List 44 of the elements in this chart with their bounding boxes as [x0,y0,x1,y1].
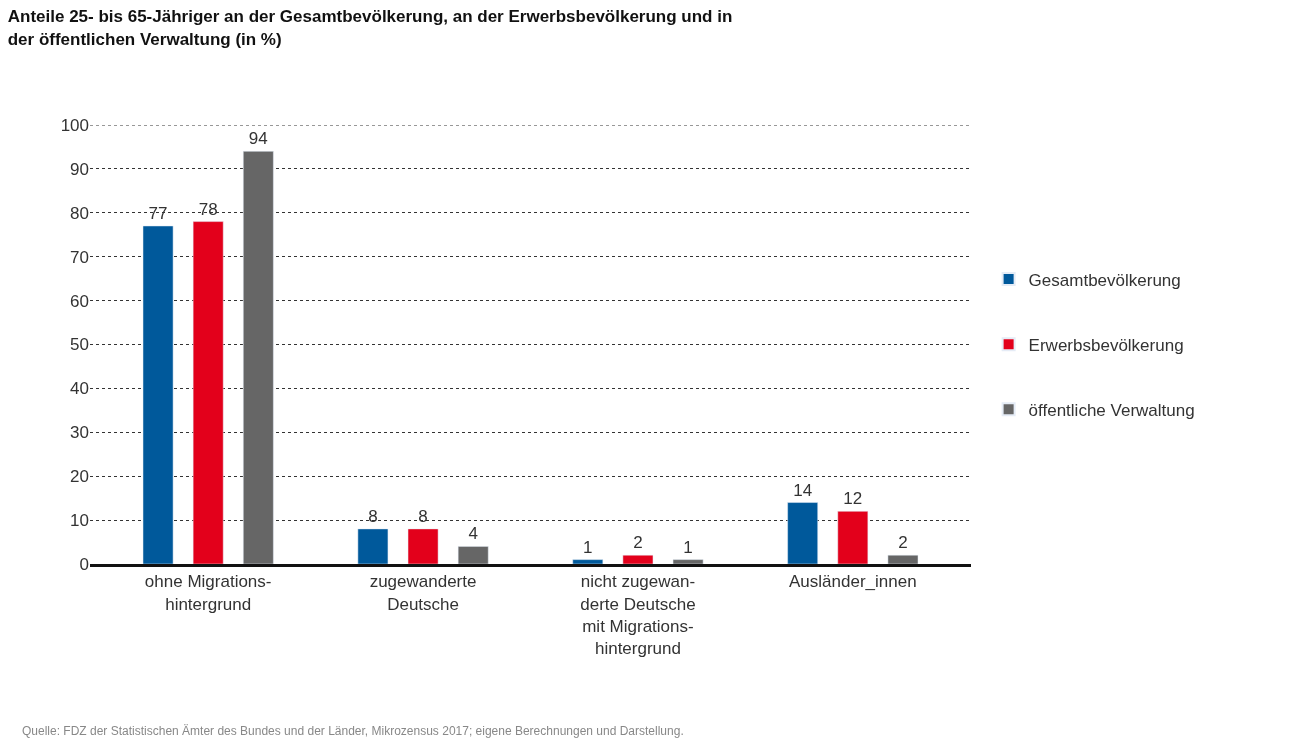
x-tick-label: zugewanderte Deutsche [369,572,477,614]
data-label: 2 [898,533,908,553]
bar [887,554,919,564]
y-tick-label: 80 [70,203,89,223]
y-tick-label: 30 [70,423,89,443]
y-tick-label: 20 [70,467,89,487]
bar [457,546,489,564]
y-tick-label: 70 [70,247,89,267]
bar [787,502,818,564]
data-label: 1 [683,537,693,557]
data-label: 4 [468,524,478,544]
x-tick-label: nicht zugewan- derte Deutsche mit Migrations- hintergrund [580,572,696,658]
data-label: 2 [633,533,643,553]
y-tick-label: 90 [70,159,89,179]
source-note: Quelle: FDZ der Statistischen Ämter des Bundes und der Länder, Mikrozensus 2017; eigene Berechnungen und Darstellung. [22,724,684,738]
data-label: 78 [198,199,218,219]
bar [142,225,174,564]
data-label: 77 [148,203,168,223]
legend-label: Erwerbsbevölkerung [1028,335,1184,355]
chart-title: Anteile 25- bis 65-Jähriger an der Gesamtbevölkerung, an der Erwerbsbevölkerung und in der öffentlichen Verwaltung (in %) [7,7,733,49]
data-label: 94 [248,129,268,149]
y-tick-label: 0 [79,554,89,574]
y-tick-label: 40 [70,379,89,399]
bar [572,559,604,564]
bar [357,528,389,564]
y-tick-label: 100 [60,115,89,135]
data-label: 12 [843,489,863,509]
bar [192,221,224,564]
data-label: 8 [418,506,428,526]
legend-label: Gesamtbevölkerung [1028,270,1181,290]
bar [622,554,654,564]
data-label: 14 [793,480,813,500]
x-tick-label: Ausländer_innen [789,572,917,592]
data-label: 1 [583,537,593,557]
y-tick-label: 10 [70,511,89,531]
bar [672,559,704,564]
y-tick-label: 50 [70,335,89,355]
data-label: 8 [368,506,378,526]
bar [407,528,439,564]
x-tick-label: ohne Migrations- hintergrund [144,572,272,614]
bar [243,151,274,564]
legend-label: öffentliche Verwaltung [1028,400,1195,420]
y-tick-label: 60 [70,291,89,311]
bar [837,511,869,564]
